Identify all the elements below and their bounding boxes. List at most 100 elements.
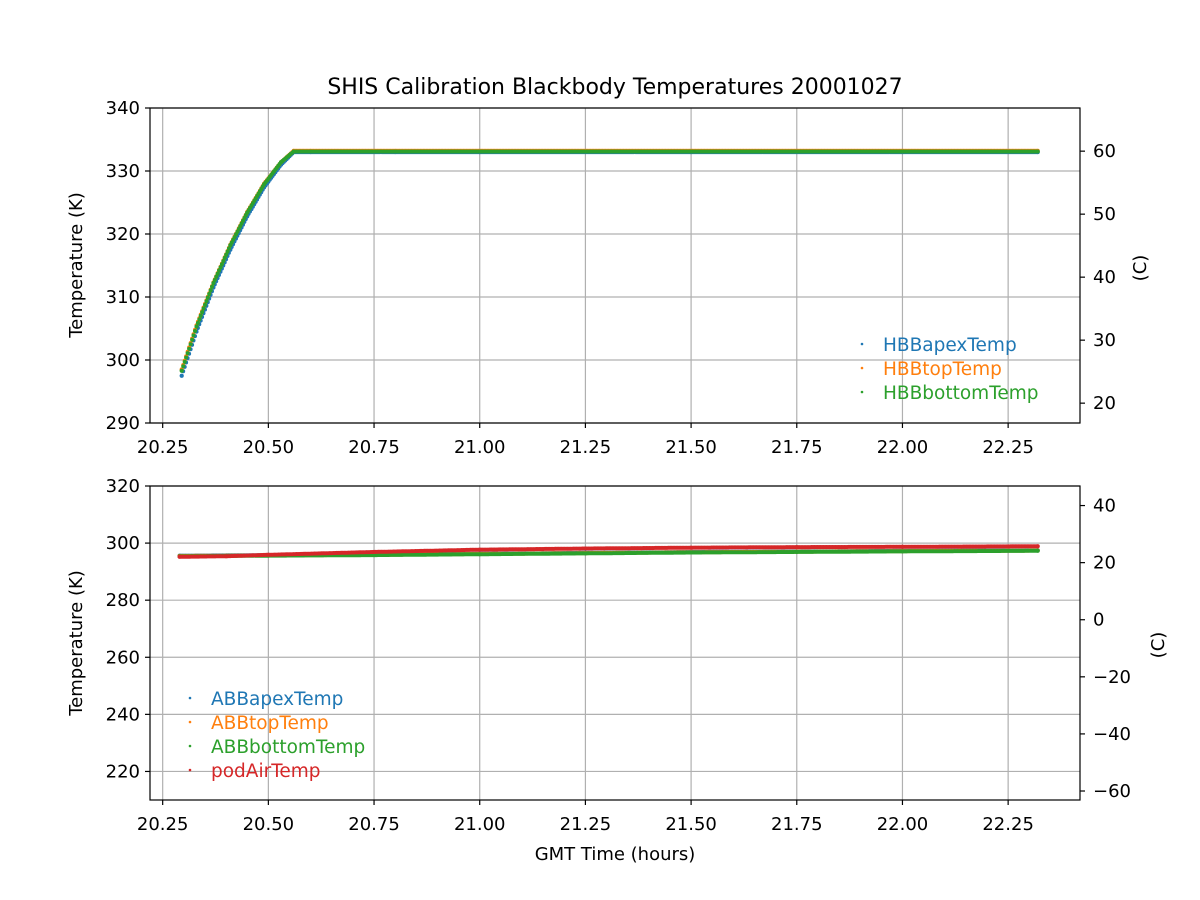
bottom-y2-axis-label: (C) — [1148, 632, 1169, 659]
top-x-tick-label: 21.75 — [771, 437, 823, 458]
top-series-layer — [179, 148, 1040, 378]
top-axes-frame — [149, 107, 1081, 424]
bottom-x-tick-label: 20.25 — [137, 814, 189, 835]
bottom-x-tick-label: 21.50 — [665, 814, 717, 835]
top-legend-marker — [860, 390, 864, 394]
bottom-y-axis-label: Temperature (K) — [66, 570, 87, 717]
bottom-x-tick-label: 21.00 — [454, 814, 506, 835]
top-data-point — [279, 160, 284, 165]
top-data-point — [1035, 149, 1040, 154]
bottom-data-point — [583, 551, 588, 556]
bottom-axes-frame — [149, 485, 1081, 801]
top-y2-tick-label: 30 — [1093, 330, 1116, 351]
bottom-y-tick-label: 260 — [106, 647, 140, 668]
bottom-y-tick-label: 300 — [106, 533, 140, 554]
bottom-legend: ABBapexTemp ABBtopTemp ABBbottomTemp podAir… — [188, 689, 365, 782]
bottom-data-point — [224, 554, 229, 559]
bottom-x-tick-label: 20.50 — [243, 814, 295, 835]
bottom-legend-label: ABBapexTemp — [211, 689, 343, 710]
x-axis-label: GMT Time (hours) — [535, 844, 696, 865]
top-data-point — [194, 324, 199, 329]
bottom-y2-tick-label: 0 — [1093, 610, 1104, 631]
bottom-grid — [150, 485, 1080, 800]
bottom-series-podAirTemp — [177, 544, 1040, 559]
top-x-tick-label: 20.25 — [137, 437, 189, 458]
top-data-point — [393, 149, 398, 154]
top-data-point — [291, 149, 296, 154]
bottom-legend-label: podAirTemp — [211, 761, 321, 782]
bottom-data-point — [477, 547, 482, 552]
top-y2-tick-label: 60 — [1093, 141, 1116, 162]
bottom-y2-tick-label: −60 — [1093, 781, 1131, 802]
bottom-legend-marker — [188, 744, 192, 748]
bottom-data-point — [689, 545, 694, 550]
bottom-data-point — [900, 549, 905, 554]
chart-title: SHIS Calibration Blackbody Temperatures … — [327, 75, 902, 100]
top-data-point — [308, 149, 313, 154]
top-y2-axis-label: (C) — [1130, 255, 1151, 282]
top-data-point — [228, 243, 233, 248]
bottom-x-tick-label: 22.25 — [982, 814, 1034, 835]
bottom-data-point — [372, 549, 377, 554]
top-x-tick-label: 21.00 — [454, 437, 506, 458]
bottom-data-point — [1035, 544, 1040, 549]
top-legend-marker — [860, 366, 864, 370]
top-data-point — [477, 149, 482, 154]
top-legend-label: HBBapexTemp — [883, 335, 1017, 356]
top-panel: 20.25 20.50 20.75 21.00 21.25 21.50 21.75 22.00… — [66, 98, 1151, 458]
bottom-y2-tick-label: 40 — [1093, 496, 1116, 517]
bottom-x-tick-label: 21.75 — [771, 814, 823, 835]
bottom-data-point — [794, 549, 799, 554]
bottom-legend-label: ABBtopTemp — [211, 713, 329, 734]
top-y-tick-label: 300 — [106, 350, 140, 371]
top-y-tick-label: 330 — [106, 161, 140, 182]
top-data-point — [689, 149, 694, 154]
top-data-point — [179, 368, 184, 373]
top-y-tick-label: 290 — [106, 413, 140, 434]
top-y-tick-label: 320 — [106, 224, 140, 245]
bottom-data-point — [372, 553, 377, 558]
top-legend: HBBapexTemp HBBtopTemp HBBbottomTemp — [860, 335, 1039, 404]
top-data-point — [262, 182, 267, 187]
bottom-y-tick-label: 280 — [106, 590, 140, 611]
bottom-data-point — [583, 546, 588, 551]
bottom-legend-label: ABBbottomTemp — [211, 737, 365, 758]
bottom-data-point — [177, 554, 182, 559]
bottom-legend-marker — [188, 696, 192, 700]
bottom-data-point — [689, 550, 694, 555]
bottom-x-tick-label: 21.25 — [560, 814, 612, 835]
top-y2-tick-label: 40 — [1093, 267, 1116, 288]
bottom-y2-tick-label: 20 — [1093, 553, 1116, 574]
bottom-x-tick-label: 20.75 — [348, 814, 400, 835]
bottom-y-tick-label: 320 — [106, 476, 140, 497]
top-data-point — [179, 373, 184, 378]
bottom-y-tick-label: 220 — [106, 761, 140, 782]
top-ticks: 20.25 20.50 20.75 21.00 21.25 21.50 21.75 22.00… — [106, 98, 1116, 458]
bottom-data-point — [477, 552, 482, 557]
bottom-data-point — [900, 544, 905, 549]
top-series-HBBbottomTemp — [179, 149, 1040, 373]
top-x-tick-label: 22.00 — [877, 437, 929, 458]
top-y-tick-label: 340 — [106, 98, 140, 119]
top-y2-tick-label: 20 — [1093, 393, 1116, 414]
bottom-y2-tick-label: −20 — [1093, 667, 1131, 688]
top-data-point — [245, 210, 250, 215]
top-x-tick-label: 21.50 — [665, 437, 717, 458]
bottom-series-layer — [177, 544, 1040, 559]
top-data-point — [211, 281, 216, 286]
bottom-y2-tick-label: −40 — [1093, 724, 1131, 745]
top-data-point — [900, 149, 905, 154]
bottom-data-point — [794, 545, 799, 550]
top-x-tick-label: 21.25 — [560, 437, 612, 458]
top-y-tick-label: 310 — [106, 287, 140, 308]
bottom-data-point — [1035, 548, 1040, 553]
top-legend-marker — [860, 342, 864, 346]
top-legend-label: HBBtopTemp — [883, 359, 1002, 380]
bottom-legend-marker — [188, 768, 192, 772]
top-y2-tick-label: 50 — [1093, 204, 1116, 225]
top-x-tick-label: 20.50 — [243, 437, 295, 458]
top-legend-label: HBBbottomTemp — [883, 383, 1039, 404]
top-y-axis-label: Temperature (K) — [66, 192, 87, 339]
bottom-legend-marker — [188, 720, 192, 724]
